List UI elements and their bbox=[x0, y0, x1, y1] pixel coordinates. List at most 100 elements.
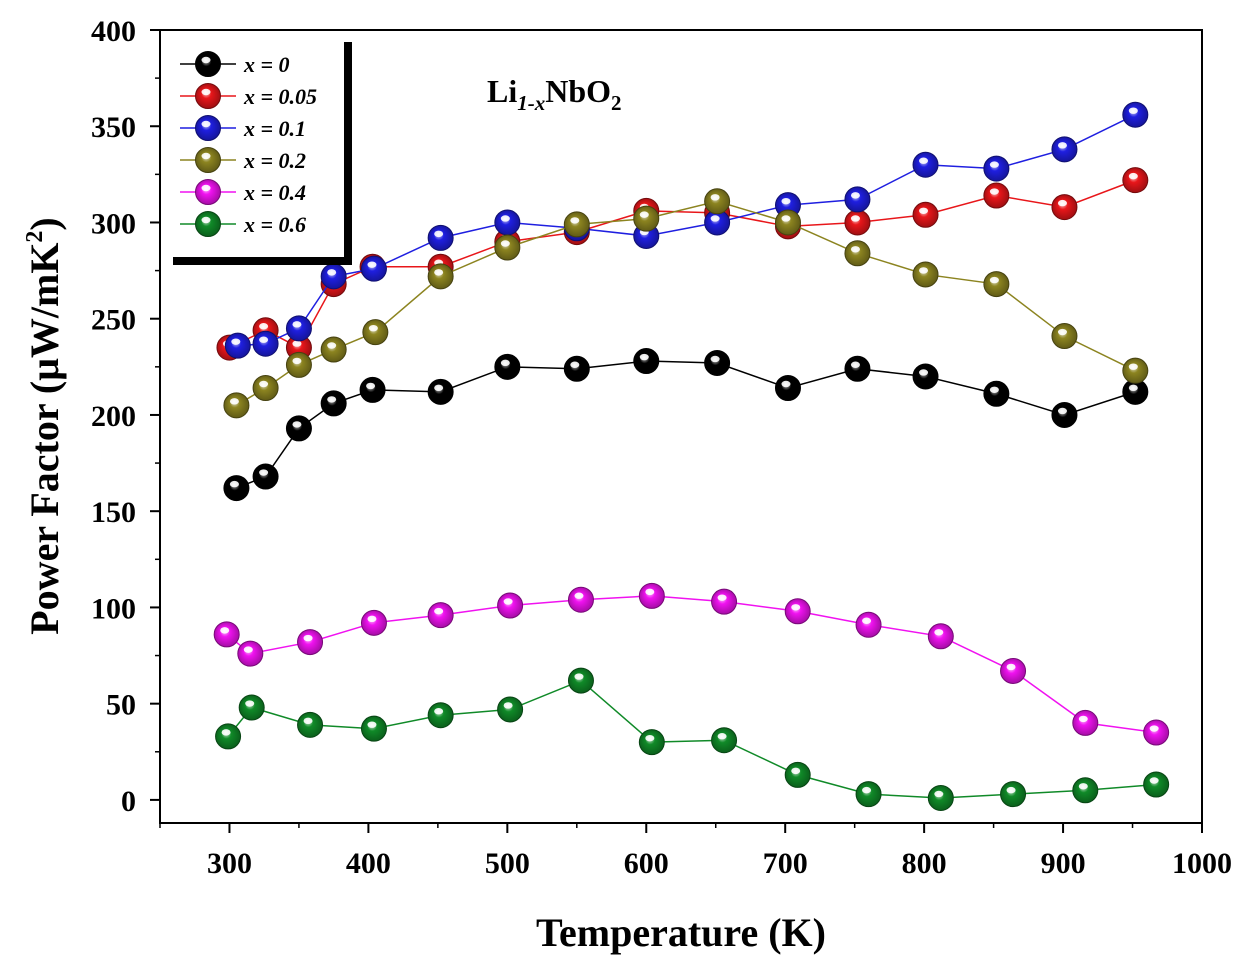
data-point bbox=[252, 330, 279, 357]
legend-marker bbox=[195, 179, 221, 205]
data-point bbox=[844, 355, 871, 382]
series-layer bbox=[213, 101, 1170, 811]
data-point bbox=[213, 621, 240, 648]
data-point bbox=[494, 234, 521, 261]
x-axis-title: Temperature (K) bbox=[536, 910, 826, 955]
data-point bbox=[427, 702, 454, 729]
data-point bbox=[360, 255, 387, 282]
x-tick-label: 300 bbox=[207, 847, 252, 880]
plot-area-border bbox=[159, 29, 1203, 824]
series-line bbox=[237, 114, 1136, 347]
series-x0-05 bbox=[216, 167, 1149, 361]
legend-frame bbox=[173, 42, 352, 265]
data-point bbox=[855, 611, 882, 638]
data-point bbox=[633, 348, 660, 375]
data-point bbox=[1122, 101, 1149, 128]
data-point bbox=[320, 263, 347, 290]
legend-entry: x = 0.6 bbox=[180, 211, 306, 237]
data-point bbox=[983, 155, 1010, 182]
data-point bbox=[320, 336, 347, 363]
y-tick-label: 400 bbox=[91, 15, 136, 48]
data-point bbox=[927, 623, 954, 650]
x-tick-label: 700 bbox=[763, 847, 808, 880]
data-point bbox=[633, 205, 660, 232]
legend: x = 0 x = 0.05 x = 0.1 x = 0.2 x = 0.4 x = 0.… bbox=[173, 42, 352, 265]
data-point bbox=[912, 261, 939, 288]
data-point bbox=[427, 224, 454, 251]
legend-label: x = 0.05 bbox=[243, 84, 317, 109]
series-x0-1 bbox=[224, 101, 1149, 359]
formula-mid: NbO bbox=[545, 73, 611, 109]
y-tick-label: 50 bbox=[106, 689, 136, 722]
data-point bbox=[494, 209, 521, 236]
data-point bbox=[638, 582, 665, 609]
data-point bbox=[711, 727, 738, 754]
data-point bbox=[855, 781, 882, 808]
data-point bbox=[297, 629, 324, 656]
data-point bbox=[844, 186, 871, 213]
y-tick-label: 350 bbox=[91, 111, 136, 144]
x-tick-label: 400 bbox=[346, 847, 391, 880]
data-point bbox=[774, 209, 801, 236]
data-point bbox=[1051, 401, 1078, 428]
y-tick-label: 200 bbox=[91, 400, 136, 433]
legend-entry: x = 0 bbox=[180, 51, 290, 77]
data-point bbox=[497, 592, 524, 619]
data-point bbox=[238, 694, 265, 721]
data-point bbox=[285, 415, 312, 442]
data-point bbox=[285, 351, 312, 378]
data-point bbox=[563, 355, 590, 382]
x-tick-label: 900 bbox=[1041, 847, 1086, 880]
series-line bbox=[236, 360, 1136, 489]
data-point bbox=[494, 353, 521, 380]
data-point bbox=[360, 715, 387, 742]
y-tick-label: 100 bbox=[91, 592, 136, 625]
legend-label: x = 0.1 bbox=[243, 116, 306, 141]
formula-base: Li bbox=[487, 73, 517, 109]
data-point bbox=[983, 271, 1010, 298]
series-x0-4 bbox=[213, 582, 1170, 746]
data-point bbox=[711, 588, 738, 615]
data-point bbox=[912, 151, 939, 178]
data-point bbox=[1000, 781, 1027, 808]
data-point bbox=[567, 667, 594, 694]
data-point bbox=[427, 602, 454, 629]
data-point bbox=[297, 711, 324, 738]
data-point bbox=[427, 263, 454, 290]
data-point bbox=[224, 332, 251, 359]
data-point bbox=[223, 475, 250, 502]
data-point bbox=[285, 315, 312, 342]
legend-marker bbox=[195, 211, 221, 237]
x-tick-label: 600 bbox=[624, 847, 669, 880]
data-point bbox=[320, 390, 347, 417]
formula-sub1: 1-x bbox=[517, 91, 545, 115]
data-point bbox=[983, 380, 1010, 407]
y-axis-title: Power Factor (μW/mK2) bbox=[22, 217, 67, 635]
legend-marker bbox=[195, 115, 221, 141]
formula-annotation: Li1-xNbO2 bbox=[487, 73, 622, 115]
x-axis: 300 400 500 600 700 800 900 1000 bbox=[159, 823, 1232, 880]
data-point bbox=[362, 319, 389, 346]
series-x0-6 bbox=[215, 667, 1170, 811]
data-point bbox=[1122, 167, 1149, 194]
data-point bbox=[927, 784, 954, 811]
series-line bbox=[236, 200, 1136, 406]
series-x0-2 bbox=[223, 188, 1149, 419]
x-tick-label: 800 bbox=[902, 847, 947, 880]
x-tick-label: 1000 bbox=[1172, 847, 1232, 880]
data-point bbox=[774, 375, 801, 402]
legend-entry: x = 0.4 bbox=[180, 179, 306, 205]
data-point bbox=[1072, 709, 1099, 736]
y-tick-label: 300 bbox=[91, 207, 136, 240]
legend-entry: x = 0.05 bbox=[180, 83, 317, 109]
legend-entry: x = 0.1 bbox=[180, 115, 306, 141]
legend-label: x = 0.4 bbox=[243, 180, 306, 205]
data-point bbox=[360, 609, 387, 636]
data-point bbox=[704, 188, 731, 215]
data-point bbox=[983, 182, 1010, 209]
data-point bbox=[1051, 323, 1078, 350]
y-axis-title-sup: 2 bbox=[22, 231, 48, 243]
x-tick-label: 500 bbox=[485, 847, 530, 880]
data-point bbox=[563, 211, 590, 238]
